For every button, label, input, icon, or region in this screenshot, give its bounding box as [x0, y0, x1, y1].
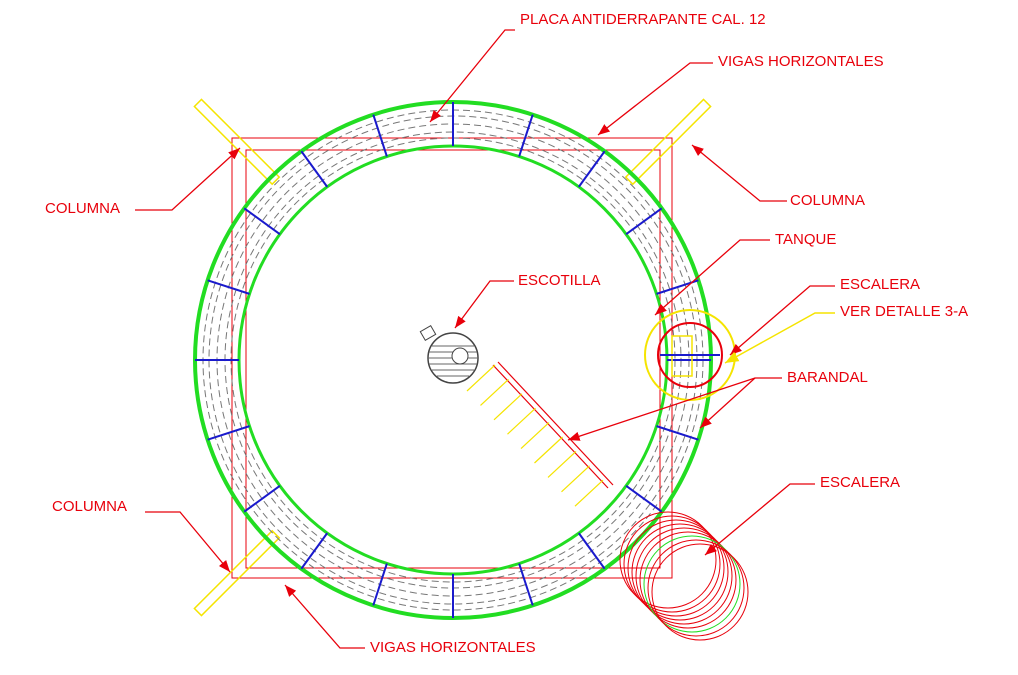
ring-line: [244, 486, 280, 512]
ring-line: [657, 426, 699, 440]
label: ESCALERA: [840, 276, 920, 293]
label: TANQUE: [775, 231, 836, 248]
ring-line: [301, 533, 327, 569]
hatch: [420, 326, 478, 383]
ring-line: [626, 208, 662, 234]
ring-line: [521, 423, 549, 449]
label: ESCOTILLA: [518, 272, 601, 289]
ring-line: [579, 151, 605, 187]
ring-line: [519, 564, 533, 606]
label: PLACA ANTIDERRAPANTE CAL. 12: [520, 11, 766, 28]
label: VIGAS HORIZONTALES: [718, 53, 884, 70]
ring-line: [535, 437, 563, 463]
ring-circle: [652, 544, 748, 640]
ring-line: [575, 480, 603, 506]
label: VER DETALLE 3-A: [840, 303, 968, 320]
label: COLUMNA: [45, 200, 120, 217]
label: ESCALERA: [820, 474, 900, 491]
ring-line: [508, 408, 536, 434]
ring-line: [548, 451, 576, 477]
ring-line: [562, 466, 590, 492]
ring-line: [579, 533, 605, 569]
label: VIGAS HORIZONTALES: [370, 639, 536, 656]
detail-ladder: [645, 310, 735, 400]
label: BARANDAL: [787, 369, 868, 386]
ring-line: [481, 379, 509, 405]
ring-line: [301, 151, 327, 187]
ring-line: [626, 486, 662, 512]
label: COLUMNA: [52, 498, 127, 515]
drawing: PLACA ANTIDERRAPANTE CAL. 12 VIGAS HORIZ…: [0, 0, 1018, 675]
railing: [467, 362, 613, 506]
ring-line: [244, 208, 280, 234]
ring-line: [494, 394, 522, 420]
ladder: [620, 512, 748, 640]
label: COLUMNA: [790, 192, 865, 209]
